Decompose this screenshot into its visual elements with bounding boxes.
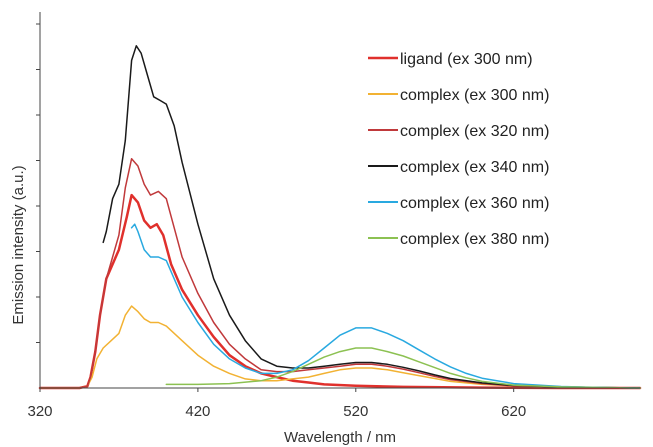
x-tick-label: 420 [185,403,210,420]
legend: ligand (ex 300 nm) complex (ex 300 nm) com… [368,51,549,248]
legend-label-1: ligand (ex 300 nm) [400,51,533,68]
x-tick-labels: 320 420 520 620 [27,403,526,420]
series-lines [38,45,642,390]
x-tick-label: 520 [343,403,368,420]
x-tick-label: 320 [27,403,52,420]
series-line-3 [39,157,641,389]
series-line-2 [39,305,641,389]
series-line-5 [130,223,641,389]
x-axis-ticks [39,388,515,392]
legend-label-3: complex (ex 320 nm) [400,123,549,140]
legend-label-6: complex (ex 380 nm) [400,231,549,248]
legend-label-4: complex (ex 340 nm) [400,159,549,176]
legend-label-5: complex (ex 360 nm) [400,195,549,212]
axes [39,12,640,389]
x-axis-title: Wavelength / nm [284,429,396,446]
series-line-1 [38,193,642,390]
series-line-4 [102,45,641,389]
y-axis-title: Emission intensity (a.u.) [10,165,27,324]
legend-label-2: complex (ex 300 nm) [400,87,549,104]
y-axis-ticks [36,23,40,343]
series-line-6 [165,347,641,389]
x-tick-label: 620 [501,403,526,420]
